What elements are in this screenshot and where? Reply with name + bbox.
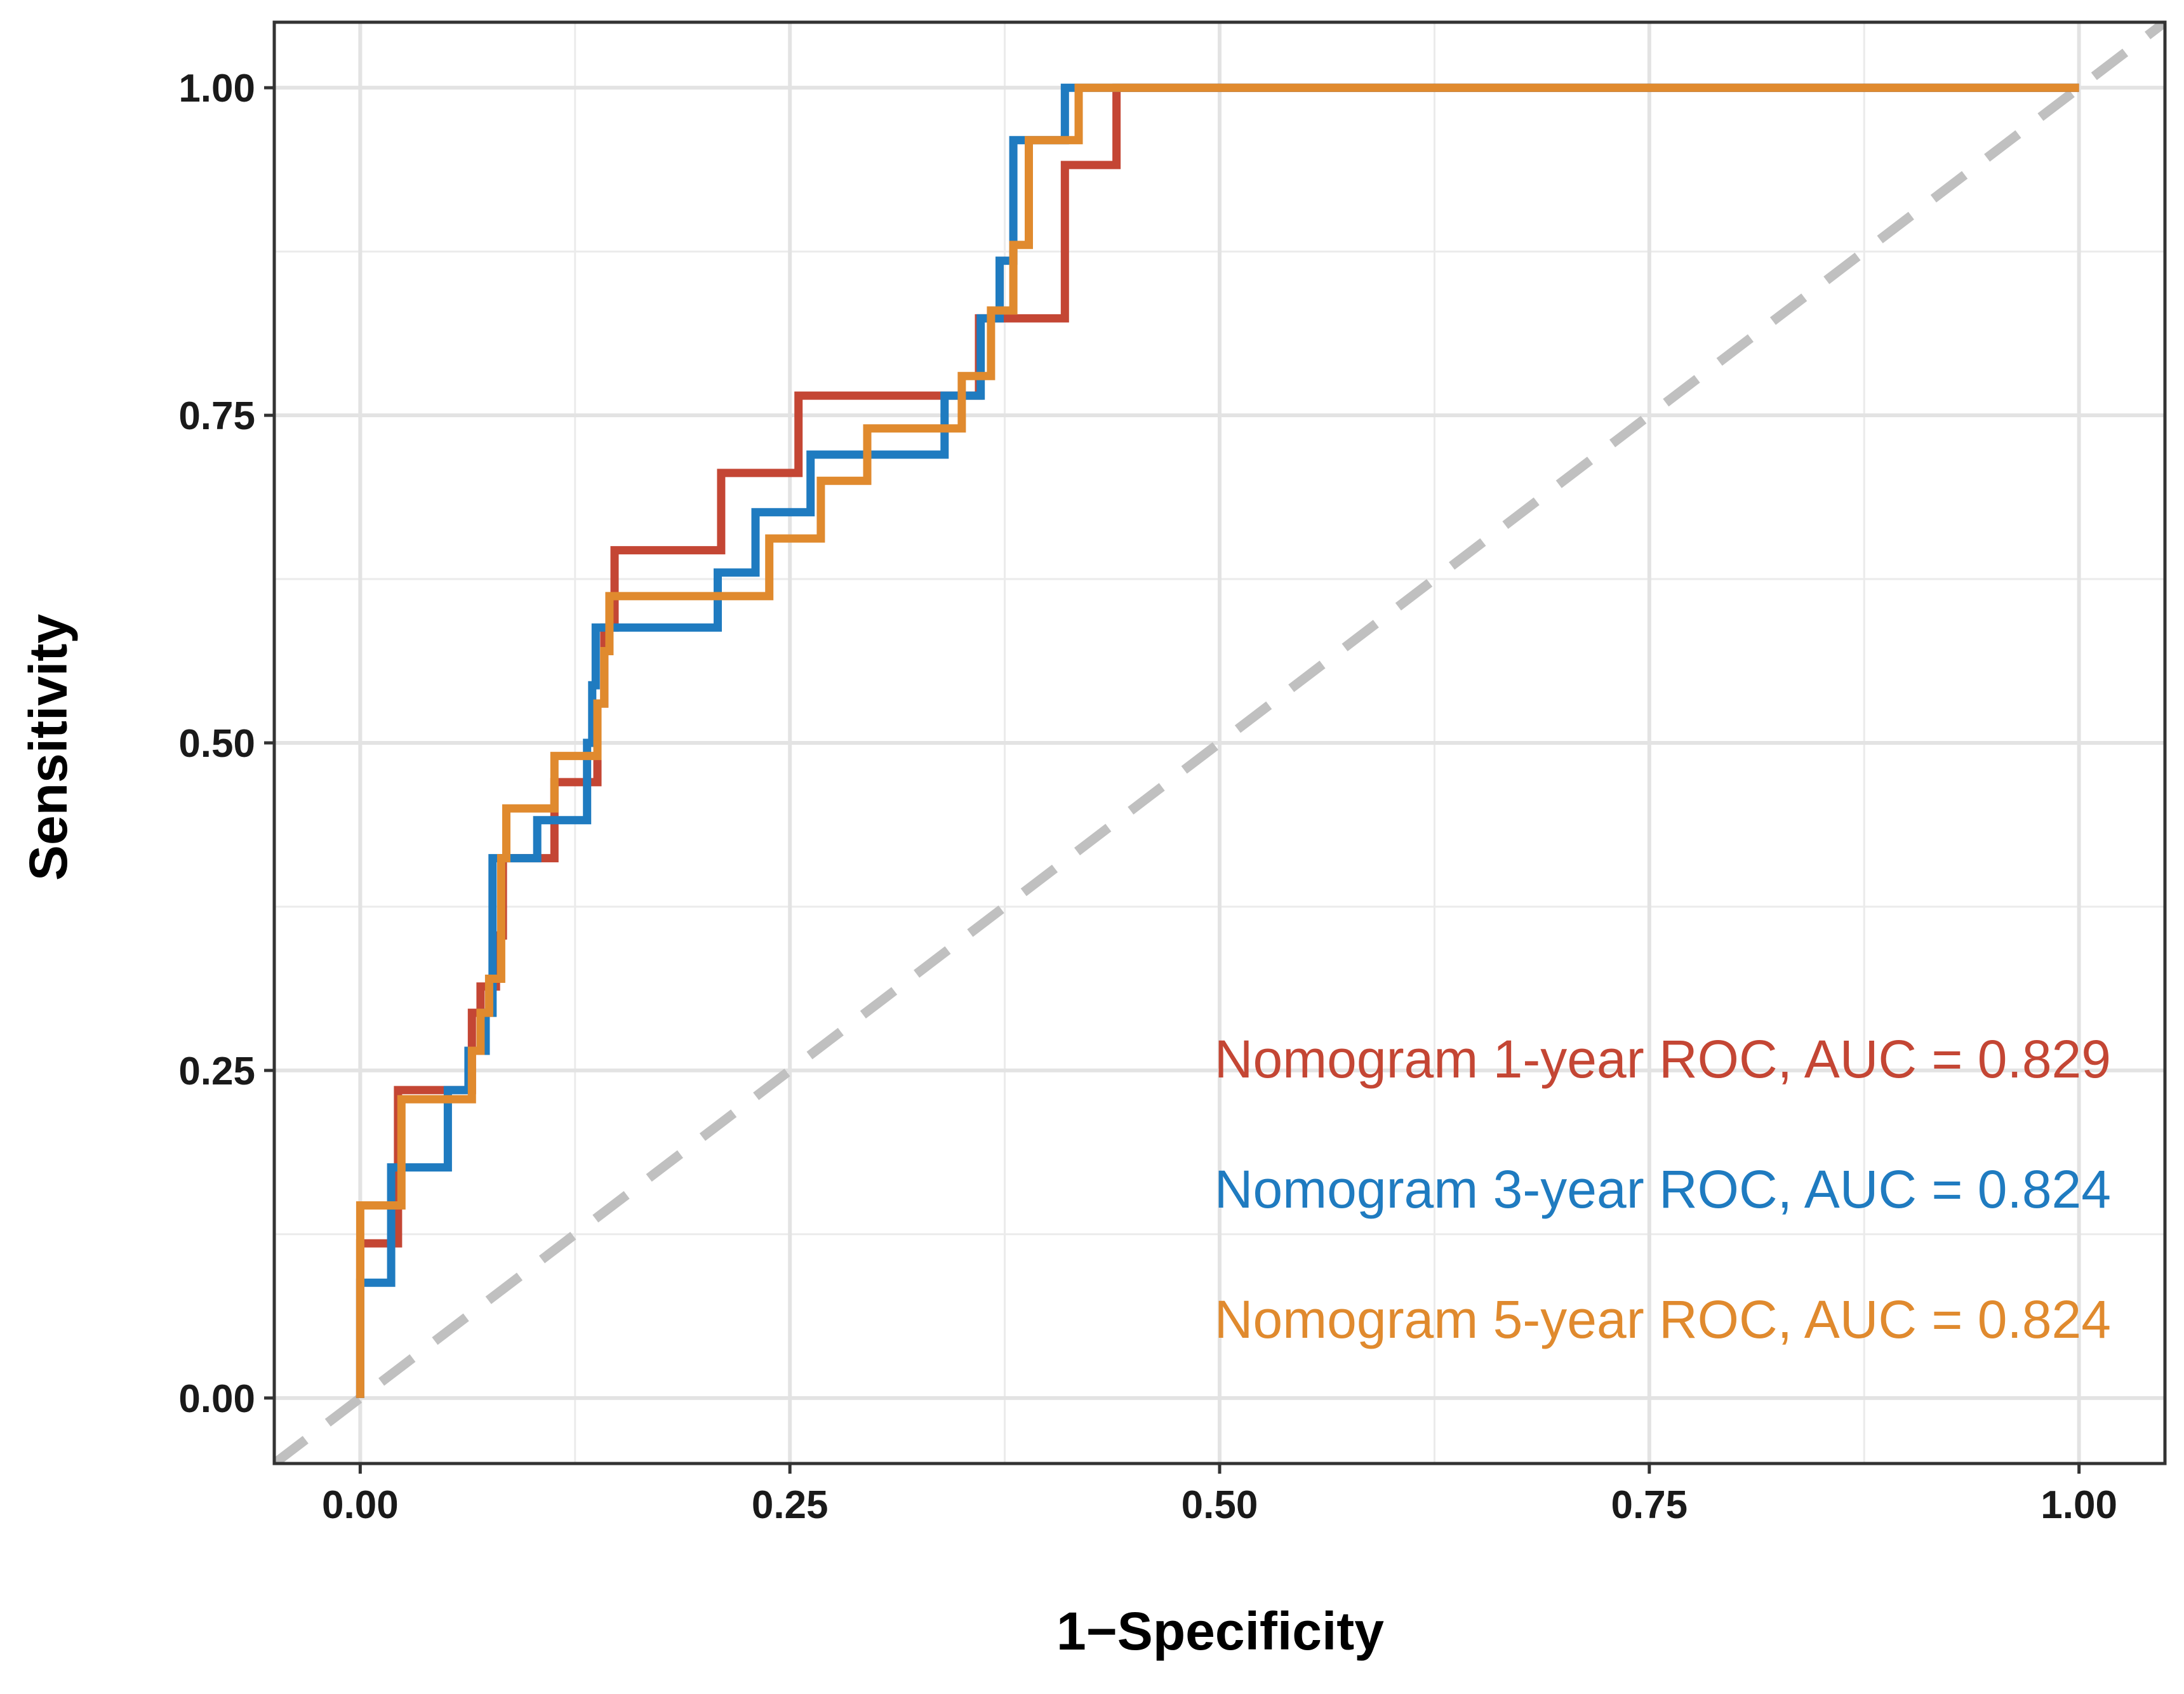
reference-diagonal-line xyxy=(274,22,2165,1464)
legend: Nomogram 1-year ROC, AUC = 0.829 Nomogram… xyxy=(1215,1029,2111,1349)
x-tick-label: 0.75 xyxy=(1611,1483,1688,1527)
reference-diagonal xyxy=(274,22,2165,1464)
x-tick-label: 0.00 xyxy=(322,1483,399,1527)
legend-entry-3: Nomogram 5-year ROC, AUC = 0.824 xyxy=(1215,1290,2111,1349)
roc-curves xyxy=(356,83,2079,1398)
y-tick-label: 0.50 xyxy=(178,722,255,766)
y-tick-label: 0.25 xyxy=(178,1050,255,1093)
y-tick-label: 0.00 xyxy=(178,1377,255,1421)
y-tick-label: 0.75 xyxy=(178,394,255,438)
roc-curve-series-3 xyxy=(356,83,2079,1398)
x-tick-label: 1.00 xyxy=(2041,1483,2117,1527)
axes: 0.00 0.25 0.50 0.75 1.00 0.00 0.25 0.50 0.75 1.00 xyxy=(178,67,2117,1527)
roc-curve-series-2 xyxy=(356,83,2079,1398)
x-tick-label: 0.50 xyxy=(1182,1483,1258,1527)
x-tick-label: 0.25 xyxy=(752,1483,829,1527)
y-tick-label: 1.00 xyxy=(178,67,255,110)
y-axis-title: Sensitivity xyxy=(18,614,78,881)
legend-entry-1: Nomogram 1-year ROC, AUC = 0.829 xyxy=(1215,1029,2111,1089)
grid-lines xyxy=(274,22,2165,1464)
legend-entry-2: Nomogram 3-year ROC, AUC = 0.824 xyxy=(1215,1159,2111,1219)
x-axis-title: 1−Specificity xyxy=(1056,1601,1384,1661)
